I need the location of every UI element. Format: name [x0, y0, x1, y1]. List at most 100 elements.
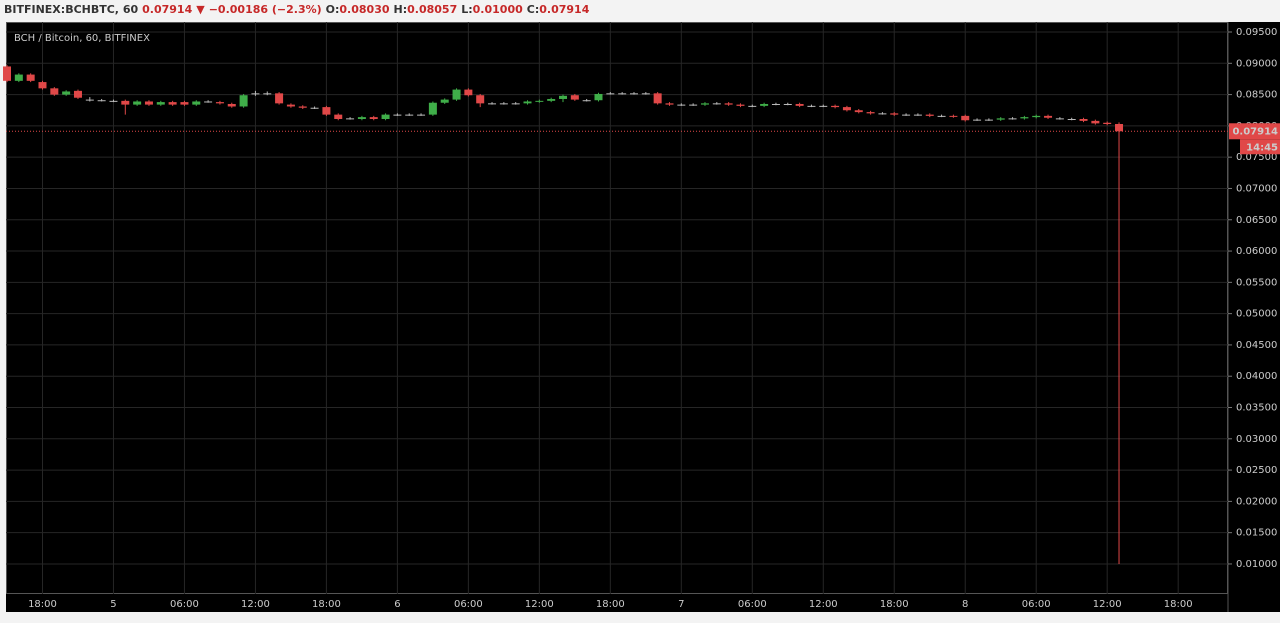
close-value: 0.07914 — [539, 3, 590, 16]
candle-body — [239, 95, 248, 107]
candle-body — [3, 66, 11, 81]
open-label: O: — [325, 3, 340, 16]
candle-body — [144, 101, 153, 105]
candle-body — [38, 82, 47, 89]
candle-body — [1055, 118, 1064, 120]
y-tick-label: 0.04000 — [1236, 371, 1277, 382]
candle-body — [866, 112, 875, 114]
candle-body — [1008, 118, 1017, 120]
candle-body — [689, 104, 698, 106]
candle-body — [121, 100, 130, 105]
candle-body — [393, 114, 402, 116]
y-tick-label: 0.03500 — [1236, 403, 1277, 414]
x-tick-label: 12:00 — [1093, 599, 1122, 610]
candle-body — [417, 114, 426, 116]
y-tick-label: 0.01500 — [1236, 528, 1277, 539]
y-tick-label: 0.07500 — [1236, 152, 1277, 163]
candle-body — [854, 110, 863, 113]
candle-body — [1020, 117, 1029, 119]
candle-body — [476, 95, 485, 104]
candle-body — [263, 93, 272, 95]
candle-body — [665, 103, 674, 105]
candle-body — [547, 98, 556, 101]
candle-body — [26, 74, 35, 81]
candle-body — [535, 100, 544, 102]
candle-body — [440, 99, 449, 103]
candle-body — [14, 74, 23, 81]
candle-body — [1044, 115, 1053, 118]
candle-body — [984, 119, 993, 121]
candle-body — [452, 89, 461, 100]
candle-body — [523, 101, 532, 104]
x-tick-label: 18:00 — [312, 599, 341, 610]
x-tick-label: 18:00 — [596, 599, 625, 610]
candle-body — [973, 119, 982, 121]
candle-body — [712, 103, 721, 105]
y-tick-label: 0.06500 — [1236, 215, 1277, 226]
candle-body — [109, 100, 118, 102]
x-tick-label: 12:00 — [809, 599, 838, 610]
candle-body — [133, 101, 142, 105]
candle-body — [831, 105, 840, 108]
candle-body — [570, 95, 579, 100]
candle-body — [499, 103, 508, 105]
y-tick-label: 0.02500 — [1236, 465, 1277, 476]
candle-body — [275, 93, 284, 104]
x-tick-label: 18:00 — [880, 599, 909, 610]
down-arrow: ▼ — [196, 3, 205, 16]
candle-body — [428, 102, 437, 115]
x-tick-label: 5 — [110, 599, 116, 610]
x-tick-label: 8 — [962, 599, 968, 610]
candle-body — [996, 118, 1005, 120]
close-label: C: — [526, 3, 540, 16]
candle-body — [322, 107, 331, 115]
candle-body — [488, 103, 497, 105]
last-price: 0.07914 — [142, 3, 193, 16]
candle-body — [842, 107, 851, 111]
candle-body — [1103, 122, 1112, 125]
candle-body — [1091, 120, 1100, 124]
open-value: 0.08030 — [339, 3, 390, 16]
y-tick-label: 0.09000 — [1236, 58, 1277, 69]
y-tick-label: 0.05000 — [1236, 309, 1277, 320]
candle-body — [1032, 115, 1041, 118]
candle-body — [606, 93, 615, 95]
candle-body — [783, 103, 792, 105]
x-tick-label: 12:00 — [241, 599, 270, 610]
candle-body — [913, 114, 922, 116]
candle-body — [204, 101, 213, 103]
candle-body — [346, 118, 355, 120]
high-label: H: — [393, 3, 408, 16]
candle-body — [286, 104, 295, 107]
candle-body — [961, 115, 970, 121]
x-tick-label: 6 — [394, 599, 400, 610]
candle-body — [641, 93, 650, 95]
candle-body — [795, 103, 804, 106]
high-value: 0.08057 — [407, 3, 458, 16]
candle-body — [1079, 119, 1088, 121]
low-label: L: — [461, 3, 473, 16]
candle-body — [902, 114, 911, 116]
candle-body — [736, 104, 745, 106]
candle-body — [369, 117, 378, 120]
y-tick-label: 0.05500 — [1236, 277, 1277, 288]
candle-body — [559, 95, 568, 99]
y-tick-label: 0.03000 — [1236, 434, 1277, 445]
candle-body — [227, 103, 236, 107]
candle-body — [618, 93, 627, 95]
candle-body — [511, 103, 520, 105]
candle-body — [582, 100, 591, 102]
y-tick-label: 0.01000 — [1236, 559, 1277, 570]
y-tick-label: 0.04500 — [1236, 340, 1277, 351]
x-tick-label: 06:00 — [1022, 599, 1051, 610]
x-tick-label: 7 — [678, 599, 684, 610]
x-tick-label: 18:00 — [1164, 599, 1193, 610]
candle-body — [156, 102, 165, 105]
x-tick-label: 06:00 — [738, 599, 767, 610]
low-value: 0.01000 — [472, 3, 523, 16]
chart-background — [6, 22, 1280, 612]
chart-title: BCH / Bitcoin, 60, BITFINEX — [14, 33, 150, 44]
candle-body — [215, 102, 224, 104]
candle-body — [310, 107, 319, 109]
